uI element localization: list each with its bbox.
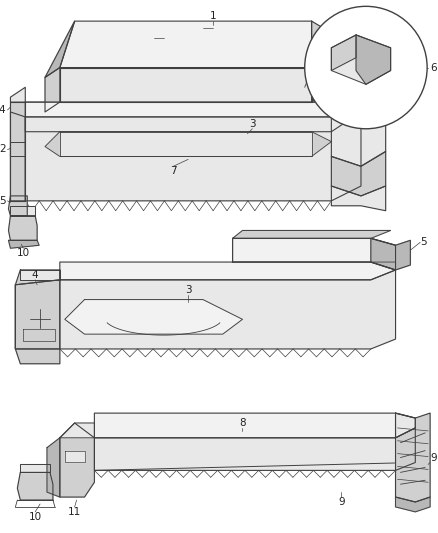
Polygon shape	[233, 238, 396, 270]
Polygon shape	[11, 87, 25, 102]
Polygon shape	[95, 428, 415, 471]
Polygon shape	[60, 21, 311, 68]
Polygon shape	[8, 240, 39, 248]
Polygon shape	[45, 21, 74, 77]
Text: 10: 10	[28, 512, 42, 522]
Polygon shape	[25, 102, 361, 117]
Polygon shape	[65, 300, 243, 334]
Polygon shape	[65, 450, 85, 463]
Polygon shape	[15, 270, 396, 349]
Polygon shape	[45, 132, 332, 156]
Polygon shape	[233, 238, 396, 262]
Text: 10: 10	[17, 248, 30, 258]
Polygon shape	[371, 238, 410, 270]
Polygon shape	[15, 280, 60, 349]
Polygon shape	[25, 102, 361, 132]
Polygon shape	[11, 102, 25, 201]
Text: 1: 1	[209, 11, 216, 21]
Polygon shape	[361, 83, 386, 112]
Polygon shape	[15, 270, 60, 364]
Polygon shape	[396, 413, 430, 502]
Text: 8: 8	[239, 418, 246, 428]
Text: 9: 9	[430, 453, 437, 463]
Text: 4: 4	[0, 105, 6, 115]
Polygon shape	[11, 142, 25, 156]
Polygon shape	[60, 423, 95, 438]
Polygon shape	[311, 21, 332, 102]
Polygon shape	[18, 472, 53, 500]
Text: 3: 3	[249, 119, 256, 129]
Text: 2: 2	[0, 144, 6, 155]
Polygon shape	[23, 329, 55, 341]
Text: 9: 9	[338, 497, 345, 507]
Text: 4: 4	[32, 270, 39, 280]
Polygon shape	[20, 270, 60, 280]
Polygon shape	[60, 423, 95, 497]
Polygon shape	[60, 68, 311, 102]
Polygon shape	[396, 497, 430, 512]
Polygon shape	[11, 112, 25, 201]
Polygon shape	[332, 97, 386, 166]
Polygon shape	[20, 464, 50, 472]
Polygon shape	[60, 132, 311, 156]
Polygon shape	[332, 186, 386, 211]
Text: 3: 3	[185, 285, 191, 295]
Polygon shape	[332, 35, 391, 84]
Polygon shape	[45, 68, 60, 112]
Text: 5: 5	[0, 196, 6, 206]
Polygon shape	[332, 151, 386, 196]
Polygon shape	[47, 438, 60, 497]
Text: 5: 5	[420, 237, 427, 247]
Text: 7: 7	[170, 166, 177, 176]
Polygon shape	[332, 35, 356, 70]
Circle shape	[305, 6, 427, 129]
Polygon shape	[8, 216, 37, 240]
Text: 6: 6	[430, 62, 437, 72]
Polygon shape	[11, 206, 35, 216]
Text: 11: 11	[68, 507, 81, 517]
Polygon shape	[60, 262, 396, 280]
Polygon shape	[8, 196, 27, 216]
Polygon shape	[95, 413, 415, 438]
Polygon shape	[356, 35, 391, 84]
Polygon shape	[396, 413, 415, 438]
Polygon shape	[25, 117, 361, 201]
Polygon shape	[233, 230, 391, 238]
